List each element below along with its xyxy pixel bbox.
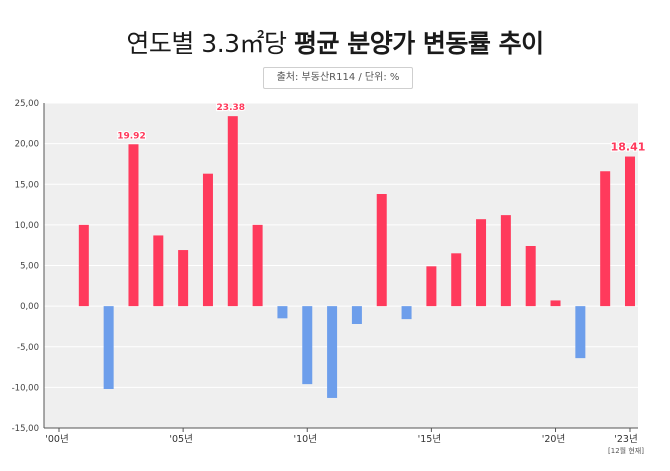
bar-2002 <box>103 306 114 389</box>
data-label: 23.38 <box>217 103 245 113</box>
bar-2014 <box>401 306 412 320</box>
bar-2007 <box>227 116 238 307</box>
data-label: 19.92 <box>117 131 145 141</box>
y-tick-label: 25,00 <box>15 99 39 109</box>
bar-2015 <box>426 266 437 307</box>
y-tick-label: 20,00 <box>15 140 39 150</box>
bars <box>78 116 635 398</box>
bar-2020 <box>550 300 561 307</box>
bar-2022 <box>600 171 611 307</box>
bar-2005 <box>178 250 189 307</box>
bar-2016 <box>451 253 462 307</box>
bar-2023 <box>625 156 635 307</box>
source-note: 출처: 부동산R114 / 단위: % <box>263 67 413 89</box>
x-tick-label: '15년 <box>418 434 441 445</box>
bar-2003 <box>128 144 139 307</box>
x-tick-label: '10년 <box>294 434 317 445</box>
bar-2021 <box>575 306 586 359</box>
y-tick-label: 0,00 <box>20 302 39 312</box>
data-label: 18.41 <box>611 141 646 154</box>
bar-2009 <box>277 306 288 319</box>
bar-2013 <box>376 194 387 307</box>
y-tick-label: -5,00 <box>17 343 39 353</box>
x-tick-label: '00년 <box>45 434 68 445</box>
chart-title-light: 연도별 3.3㎡당 <box>126 29 287 58</box>
data-labels: 19.92 23.38 18.41 <box>116 102 646 155</box>
y-tick-label: -15,00 <box>12 424 39 434</box>
bar-2010 <box>302 306 313 385</box>
bar-2018 <box>500 215 511 307</box>
x-axis-ticks: '00년 '05년 '10년 '15년 '20년 '23년[12월 현재] <box>45 428 644 455</box>
bar-2012 <box>351 306 362 324</box>
gridlines <box>43 102 638 429</box>
chart-title-bold: 평균 분양가 변동률 추이 <box>294 29 544 58</box>
bar-2004 <box>153 235 164 307</box>
bar-2008 <box>252 224 263 307</box>
y-tick-label: 15,00 <box>15 180 39 190</box>
x-tick-label: '23년 <box>614 434 637 445</box>
bar-2019 <box>525 246 536 307</box>
bar-2011 <box>327 306 338 398</box>
x-tick-label: '20년 <box>542 434 565 445</box>
x-footnote: [12월 현재] <box>608 446 644 455</box>
y-tick-label: 10,00 <box>15 221 39 231</box>
chart-title: 연도별 3.3㎡당 평균 분양가 변동률 추이 <box>0 24 670 60</box>
y-tick-label: 5,00 <box>20 262 39 272</box>
x-tick-label: '05년 <box>169 434 192 445</box>
bar-2001 <box>78 224 89 307</box>
y-tick-label: -10,00 <box>12 383 39 393</box>
bar-2017 <box>476 219 487 307</box>
y-axis-ticks: 25,00 20,00 15,00 10,00 5,00 0,00 -5,00 -10,00 -… <box>12 99 39 434</box>
bar-2006 <box>202 173 213 307</box>
